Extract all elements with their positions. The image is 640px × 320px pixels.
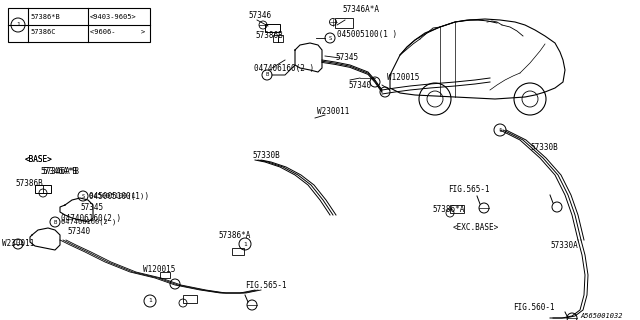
Text: 57346A*A: 57346A*A	[342, 5, 379, 14]
Text: W120015: W120015	[387, 74, 419, 83]
Text: <EXC.BASE>: <EXC.BASE>	[453, 223, 499, 233]
Text: 57330A: 57330A	[550, 241, 578, 250]
Text: 57340: 57340	[348, 81, 371, 90]
Text: 57346A*B: 57346A*B	[42, 167, 79, 177]
Text: W230011: W230011	[2, 239, 35, 249]
Text: 57330B: 57330B	[252, 150, 280, 159]
Bar	[35, 185, 51, 193]
Text: 57345: 57345	[80, 203, 103, 212]
Text: 57386B: 57386B	[15, 180, 43, 188]
Text: 1: 1	[498, 127, 502, 132]
Text: 1: 1	[243, 242, 247, 246]
Text: W120015: W120015	[143, 266, 175, 275]
Text: 57330B: 57330B	[530, 143, 557, 153]
Text: A565001032: A565001032	[580, 313, 623, 319]
Bar	[232, 248, 244, 255]
Bar	[450, 205, 464, 213]
Text: B: B	[53, 220, 56, 225]
Text: 57345: 57345	[335, 53, 358, 62]
Text: FIG.560-1: FIG.560-1	[513, 303, 555, 313]
Text: B: B	[266, 73, 269, 77]
Text: 047406160(2 ): 047406160(2 )	[61, 219, 116, 225]
Text: 57340: 57340	[67, 228, 90, 236]
Bar	[183, 295, 197, 303]
Bar	[8, 8, 150, 42]
Bar	[160, 272, 170, 278]
Bar	[265, 24, 280, 32]
Text: 57386*A: 57386*A	[218, 230, 250, 239]
Text: 57346: 57346	[248, 11, 271, 20]
Text: 045005100(1 ): 045005100(1 )	[89, 191, 149, 201]
Text: 57386*A: 57386*A	[432, 205, 465, 214]
Text: FIG.565-1: FIG.565-1	[448, 186, 490, 195]
Text: <BASE>: <BASE>	[25, 156, 52, 164]
Text: 047406160(2 ): 047406160(2 )	[254, 63, 314, 73]
Text: S: S	[81, 194, 84, 198]
Text: 57386B: 57386B	[255, 30, 283, 39]
Text: 1: 1	[16, 22, 20, 28]
Text: 57386*B: 57386*B	[30, 14, 60, 20]
Text: 57386C: 57386C	[30, 29, 56, 35]
Text: S: S	[328, 36, 332, 41]
Bar	[273, 35, 283, 42]
Text: <9403-9605>: <9403-9605>	[90, 14, 137, 20]
Text: FIG.565-1: FIG.565-1	[245, 281, 287, 290]
Text: 045005100(1 ): 045005100(1 )	[89, 193, 144, 199]
Text: 045005100(1 ): 045005100(1 )	[337, 30, 397, 39]
Text: 57346A*B: 57346A*B	[40, 167, 77, 177]
Bar	[335, 18, 353, 28]
Text: 1: 1	[148, 299, 152, 303]
Text: W230011: W230011	[317, 108, 349, 116]
Text: <9606-      >: <9606- >	[90, 29, 145, 35]
Text: <BASE>: <BASE>	[25, 156, 52, 164]
Text: 047406160(2 ): 047406160(2 )	[61, 213, 121, 222]
